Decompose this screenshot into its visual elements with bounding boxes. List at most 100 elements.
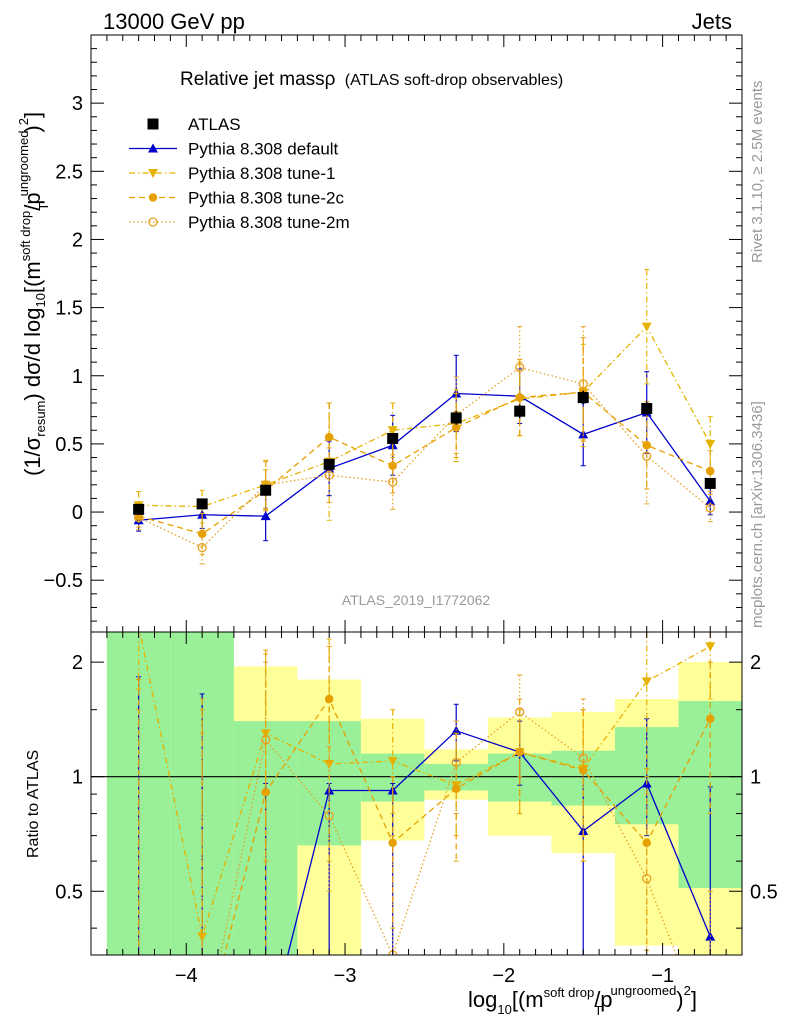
ratio-y-tick-label-right: 0.5: [750, 881, 778, 903]
data-point: [388, 461, 397, 470]
main-plot-panel: −0.5 0 0.5 1 1.5 2 2.5 3: [44, 34, 743, 633]
ratio-point: [197, 932, 208, 942]
data-point: [705, 496, 716, 506]
data-point: [387, 432, 399, 444]
ratio-point: [324, 811, 334, 821]
data-point: [133, 503, 145, 515]
y-tick-label-top: 0: [72, 502, 83, 524]
y-tick-label-top: 1.5: [55, 298, 83, 320]
data-point: [642, 451, 652, 461]
series-atlas: [133, 390, 716, 515]
ratio-point: [324, 694, 334, 704]
series-1: [133, 268, 716, 524]
data-point: [260, 511, 271, 521]
ratio-point: [578, 765, 588, 775]
ratio-y-tick-label: 1: [72, 767, 83, 789]
legend-marker: [148, 217, 158, 227]
data-point: [260, 484, 272, 496]
x-axis-label: log10[(msoft drop/pungroomed T)2]: [468, 983, 697, 1018]
y-axis-label-bottom: Ratio to ATLAS: [25, 750, 42, 858]
data-point: [578, 429, 589, 439]
data-point: [388, 477, 398, 487]
ratio-point: [387, 756, 398, 766]
legend-marker: [147, 118, 159, 130]
plot-title-main: Relative jet massρ: [180, 69, 336, 90]
data-point: [197, 542, 207, 553]
data-point: [450, 412, 462, 424]
legend-label: ATLAS: [188, 115, 241, 134]
ratio-line: [139, 632, 711, 937]
ratio-point: [642, 873, 652, 884]
side-text-bottom: mcplots.cern.ch [arXiv:1306.3436]: [749, 401, 766, 628]
ratio-series-3: [136, 661, 713, 955]
ratio-point: [261, 735, 271, 745]
legend-label: Pythia 8.308 tune-2m: [188, 213, 350, 232]
ratio-point: [705, 714, 715, 723]
ratio-plot-frame: [90, 631, 743, 956]
legend-label: Pythia 8.308 tune-1: [188, 164, 335, 183]
legend-marker: [148, 143, 158, 153]
data-point: [578, 379, 588, 389]
legend-marker: [148, 169, 158, 178]
data-point: [641, 402, 653, 414]
data-point: [705, 503, 715, 513]
series-line: [138, 391, 711, 535]
data-point: [451, 423, 461, 432]
ratio-line: [223, 697, 711, 955]
legend: ATLAS Pythia 8.308 default Pythia 8.308 tu…: [129, 115, 350, 232]
plot-title: Relative jet massρ (ATLAS soft-drop obse…: [180, 69, 563, 90]
y-axis-label-top: (1/σresum) dσ/d log10[(msoft drop/pungro…: [16, 112, 51, 476]
ratio-point: [451, 784, 461, 793]
ratio-point: [324, 759, 335, 769]
legend-item-3: Pythia 8.308 tune-2c: [129, 189, 344, 208]
y-tick-label-top: 2: [72, 229, 83, 251]
y-tick-label-top: −0.5: [44, 570, 83, 592]
y-tick-label-top: 2.5: [55, 161, 83, 183]
ratio-point: [705, 642, 716, 652]
ratio-y-tick-label: 0.5: [55, 881, 83, 903]
data-point: [196, 498, 208, 510]
data-point: [514, 405, 526, 417]
y-tick-label-top: 0.5: [55, 434, 83, 456]
series-line: [138, 392, 711, 521]
series-3: [133, 326, 715, 565]
legend-item-1: Pythia 8.308 default: [129, 140, 339, 159]
ratio-point: [578, 753, 588, 763]
data-point: [705, 439, 716, 449]
data-point: [324, 432, 334, 442]
ratio-y-tick-label: 2: [72, 652, 83, 674]
series-line: [138, 325, 711, 508]
legend-item-2: Pythia 8.308 tune-1: [129, 164, 335, 183]
data-point: [705, 466, 715, 476]
legend-label: Pythia 8.308 default: [188, 140, 339, 159]
ratio-point: [515, 707, 525, 717]
x-tick-label: −2: [492, 965, 515, 987]
series-line: [138, 366, 711, 549]
data-point: [641, 322, 652, 332]
y-tick-label-top: 1: [72, 366, 83, 388]
data-point: [577, 392, 589, 404]
legend-item-4: Pythia 8.308 tune-2m: [129, 213, 350, 232]
ratio-plot-panel: 0.5 0.5 1 1 2 2 −4 −3 −2 −1: [55, 631, 778, 987]
data-point: [387, 426, 398, 436]
x-tick-label: −3: [334, 965, 357, 987]
plot-title-sub: (ATLAS soft-drop observables): [345, 72, 563, 89]
ratio-point: [641, 677, 652, 687]
series-2: [134, 337, 715, 555]
series-0: [133, 354, 716, 542]
data-point: [515, 393, 524, 402]
y-tick-label-top: 3: [72, 93, 83, 115]
ratio-point: [261, 788, 270, 797]
legend-marker: [148, 193, 158, 202]
ratio-y-tick-label-right: 2: [750, 652, 761, 674]
legend-label: Pythia 8.308 tune-2c: [188, 189, 344, 208]
x-tick-label: −4: [175, 965, 198, 987]
legend-item-0: ATLAS: [147, 115, 241, 134]
side-text-top: Rivet 3.1.10, ≥ 2.5M events: [749, 81, 766, 264]
ratio-y-tick-label-right: 1: [750, 767, 761, 789]
x-tick-label: −1: [651, 965, 674, 987]
analysis-watermark: ATLAS_2019_I1772062: [342, 592, 491, 608]
data-point: [197, 529, 207, 539]
ratio-point: [451, 757, 461, 768]
